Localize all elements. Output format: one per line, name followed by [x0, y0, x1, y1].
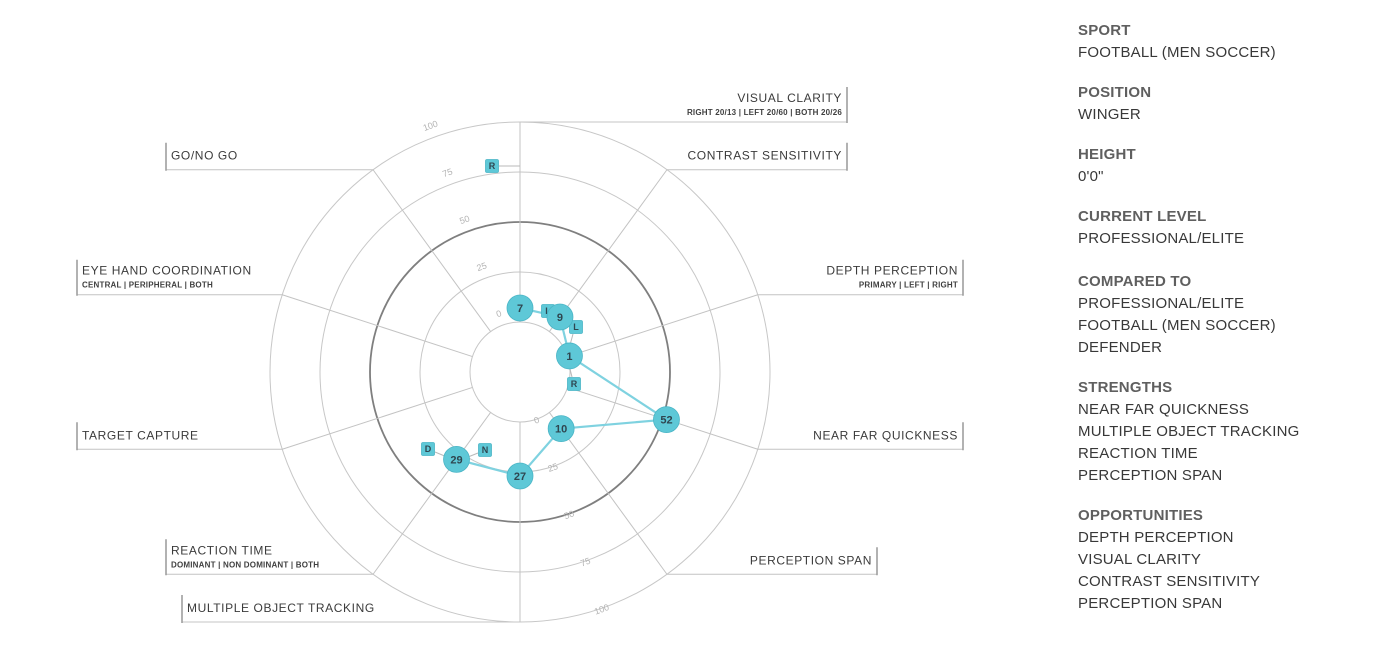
sidebar-section-value: PERCEPTION SPAN — [1078, 467, 1223, 484]
axis-label-eye-hand-coordination: EYE HAND COORDINATION — [82, 264, 252, 278]
axis-label-go-no-go: GO/NO GO — [171, 149, 238, 163]
sidebar-section-label: POSITION — [1078, 84, 1152, 101]
point-value-depth-perception: 1 — [566, 351, 572, 363]
sidebar-section-label: OPPORTUNITIES — [1078, 507, 1204, 524]
submarker-reaction-time-non-dominant — [478, 443, 492, 457]
sidebar-section-value: MULTIPLE OBJECT TRACKING — [1078, 423, 1300, 440]
athlete-info-sidebar: SPORT FOOTBALL (MEN SOCCER) POSITION WINGER… — [1078, 20, 1370, 633]
ring-tick-label-1-100: 100 — [593, 602, 611, 617]
sidebar-section-position: POSITION WINGER — [1078, 82, 1370, 126]
axis-spoke-target-capture — [282, 386, 473, 450]
submarker-letter-reaction-time-dominant: D — [425, 444, 432, 454]
point-perception-span — [547, 415, 575, 443]
axis-label-reaction-time: REACTION TIME — [171, 543, 273, 557]
submarker-depth-perception-right — [567, 377, 581, 391]
point-multiple-object-tracking — [506, 462, 534, 490]
axis-label-near-far-quickness: NEAR FAR QUICKNESS — [813, 428, 958, 442]
sidebar-section-strengths: STRENGTHS NEAR FAR QUICKNESS MULTIPLE OBJE… — [1078, 377, 1370, 487]
submarker-leader-depth-perception-right — [569, 368, 573, 378]
ring-tick-label-1-75: 75 — [579, 556, 592, 569]
point-visual-clarity — [506, 294, 534, 322]
axis-label-multiple-object-tracking: MULTIPLE OBJECT TRACKING — [187, 601, 375, 615]
sidebar-section-value: PERCEPTION SPAN — [1078, 595, 1223, 612]
axis-label-depth-perception: DEPTH PERCEPTION — [826, 264, 958, 278]
axis-spoke-depth-perception — [567, 294, 758, 358]
sidebar-section-value: NEAR FAR QUICKNESS — [1078, 401, 1250, 418]
ring-tick-label-1-0: 0 — [532, 415, 540, 426]
sidebar-section-value: DEFENDER — [1078, 339, 1163, 356]
ring-tick-label-0-0: 0 — [495, 308, 503, 319]
sidebar-section-value: FOOTBALL (MEN SOCCER) — [1078, 44, 1276, 61]
grid-ring-0 — [469, 321, 571, 423]
point-depth-perception — [556, 342, 583, 370]
submarker-letter-depth-perception-left: L — [573, 322, 579, 332]
sidebar-section-value: REACTION TIME — [1078, 445, 1198, 462]
point-value-near-far-quickness: 52 — [660, 415, 672, 427]
ring-tick-label-1-50: 50 — [563, 508, 576, 521]
point-reaction-time — [443, 445, 470, 473]
sidebar-section-compared-to: COMPARED TO PROFESSIONAL/ELITE FOOTBALL (M… — [1078, 271, 1370, 359]
submarker-letter-reaction-time-non-dominant: N — [482, 445, 489, 455]
axis-spoke-reaction-time — [372, 412, 492, 575]
ring-tick-label-0-25: 25 — [475, 260, 488, 273]
axis-label-contrast-sensitivity: CONTRAST SENSITIVITY — [688, 149, 842, 163]
axis-sublabel-reaction-time: DOMINANT | NON DOMINANT | BOTH — [171, 560, 319, 569]
point-value-reaction-time: 29 — [450, 454, 462, 466]
ring-tick-label-0-75: 75 — [441, 166, 454, 179]
sidebar-section-value: FOOTBALL (MEN SOCCER) — [1078, 317, 1276, 334]
point-value-perception-span: 10 — [555, 424, 567, 436]
sidebar-section-label: SPORT — [1078, 22, 1131, 39]
point-contrast-sensitivity — [546, 303, 574, 331]
sidebar-section-label: HEIGHT — [1078, 146, 1136, 163]
submarker-letter-visual-clarity-right: R — [489, 161, 496, 171]
axis-label-visual-clarity: VISUAL CLARITY — [737, 91, 842, 105]
axis-sublabel-depth-perception: PRIMARY | LEFT | RIGHT — [859, 281, 958, 290]
sidebar-section-label: CURRENT LEVEL — [1078, 208, 1207, 225]
sidebar-section-value: 0'0" — [1078, 168, 1104, 185]
sidebar-section-current-level: CURRENT LEVEL PROFESSIONAL/ELITE — [1078, 206, 1370, 250]
sidebar-section-value: PROFESSIONAL/ELITE — [1078, 295, 1245, 312]
point-value-multiple-object-tracking: 27 — [514, 471, 526, 483]
point-near-far-quickness — [653, 406, 680, 433]
axis-spoke-go-no-go — [372, 169, 492, 332]
sidebar-section-value: CONTRAST SENSITIVITY — [1078, 573, 1261, 590]
submarker-leader-reaction-time-non-dominant — [467, 452, 479, 458]
sidebar-section-value: VISUAL CLARITY — [1078, 551, 1202, 568]
ring-tick-label-1-25: 25 — [546, 461, 559, 474]
submarker-visual-clarity-right — [485, 159, 499, 173]
sidebar-section-height: HEIGHT 0'0" — [1078, 144, 1370, 188]
axis-sublabel-visual-clarity: RIGHT 20/13 | LEFT 20/60 | BOTH 20/26 — [687, 108, 842, 117]
submarker-reaction-time-dominant — [421, 442, 435, 456]
sidebar-section-label: COMPARED TO — [1078, 273, 1192, 290]
sidebar-section-value: PROFESSIONAL/ELITE — [1078, 230, 1245, 247]
ring-tick-label-0-100: 100 — [422, 119, 440, 134]
sidebar-section-value: DEPTH PERCEPTION — [1078, 529, 1234, 546]
point-value-visual-clarity: 7 — [517, 303, 523, 315]
sidebar-section-opportunities: OPPORTUNITIES DEPTH PERCEPTION VISUAL CLAR… — [1078, 505, 1370, 615]
axis-label-perception-span: PERCEPTION SPAN — [750, 553, 872, 567]
sidebar-section-label: STRENGTHS — [1078, 379, 1173, 396]
submarker-letter-depth-perception-right: R — [571, 379, 578, 389]
axis-spoke-contrast-sensitivity — [548, 169, 668, 332]
sidebar-section-value: WINGER — [1078, 106, 1141, 123]
submarker-depth-perception-left — [569, 320, 583, 334]
point-value-contrast-sensitivity: 9 — [557, 312, 563, 324]
axis-spoke-eye-hand-coordination — [282, 294, 473, 358]
sidebar-section-sport: SPORT FOOTBALL (MEN SOCCER) — [1078, 20, 1370, 64]
radar-chart: 0 25 50 75 100 0 25 50 75 100 VISUAL CLARITY RIGHT … — [76, 87, 964, 623]
ring-tick-label-0-50: 50 — [458, 213, 471, 226]
axis-sublabel-eye-hand-coordination: CENTRAL | PERIPHERAL | BOTH — [82, 281, 213, 290]
axis-label-target-capture: TARGET CAPTURE — [82, 428, 199, 442]
